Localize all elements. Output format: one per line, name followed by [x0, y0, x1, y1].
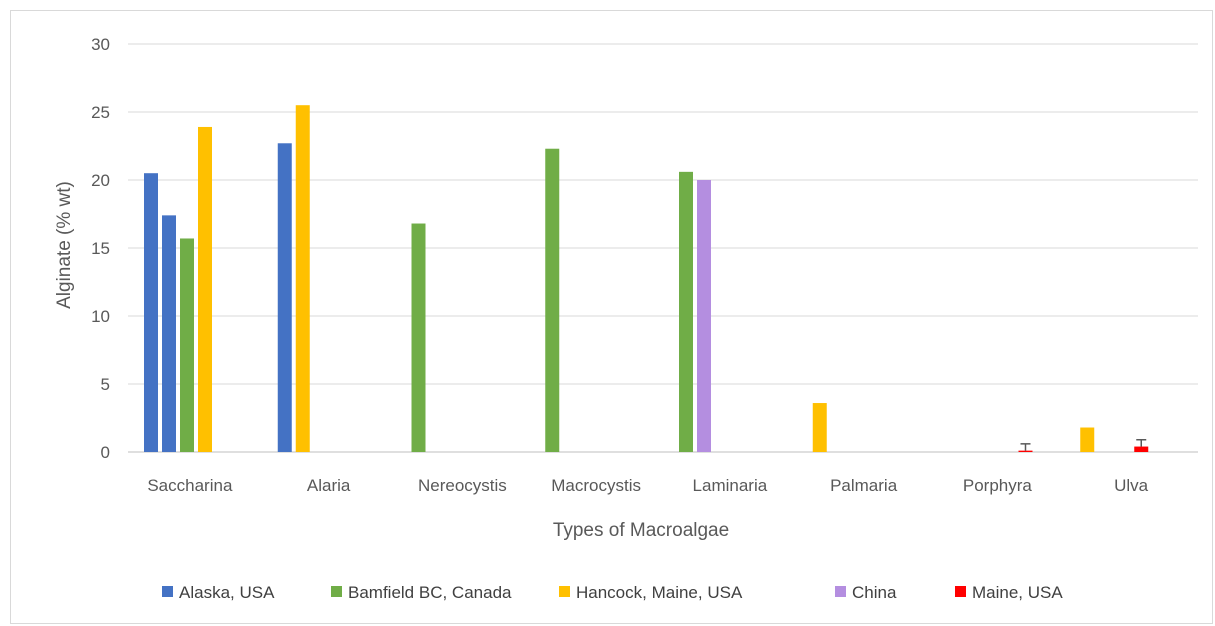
y-tick-label: 10 [91, 307, 110, 326]
legend-label: Maine, USA [972, 583, 1063, 602]
bar-saccharina-alaska-usa [144, 173, 158, 452]
bar-alaria-hancock-maine-usa [295, 105, 310, 452]
bar-laminaria-china [697, 180, 711, 452]
x-tick-label: Palmaria [830, 476, 898, 495]
y-tick-label: 5 [101, 375, 110, 394]
y-axis-tick-labels: 0 5 10 15 20 25 30 [91, 35, 110, 462]
bars [144, 105, 1149, 453]
x-tick-label: Laminaria [693, 476, 768, 495]
legend-swatch [559, 586, 570, 597]
bar-saccharina-bamfield-bc-canada [180, 238, 194, 452]
bar-nereocystis-bamfield-bc-canada [411, 223, 426, 452]
legend-swatch [835, 586, 846, 597]
legend-label: China [852, 583, 897, 602]
legend-swatch [162, 586, 173, 597]
bar-saccharina-hancock-maine-usa [198, 126, 212, 453]
x-tick-label: Macrocystis [551, 476, 641, 495]
bar-alaria-alaska-usa [277, 143, 292, 452]
bar-ulva-hancock-maine-usa [1080, 427, 1095, 452]
bar-macrocystis-bamfield-bc-canada [545, 148, 560, 452]
bar-palmaria-hancock-maine-usa [812, 403, 827, 452]
legend-swatch [955, 586, 966, 597]
bar-laminaria-bamfield-bc-canada [679, 171, 693, 452]
x-tick-label: Nereocystis [418, 476, 507, 495]
bar-ulva-maine-usa [1134, 446, 1149, 452]
x-tick-label: Porphyra [963, 476, 1033, 495]
y-tick-label: 20 [91, 171, 110, 190]
y-tick-label: 25 [91, 103, 110, 122]
y-tick-label: 0 [101, 443, 110, 462]
x-axis-tick-labels: Saccharina Alaria Nereocystis Macrocystis La… [147, 476, 1148, 495]
x-axis-title: Types of Macroalgae [553, 520, 729, 541]
legend-label: Bamfield BC, Canada [348, 583, 512, 602]
x-tick-label: Alaria [307, 476, 351, 495]
y-axis-title: Alginate (% wt) [54, 181, 75, 309]
legend-label: Alaska, USA [179, 583, 275, 602]
legend-swatch [331, 586, 342, 597]
bar-porphyra-maine-usa [1018, 450, 1033, 452]
x-tick-label: Saccharina [147, 476, 233, 495]
y-tick-label: 15 [91, 239, 110, 258]
bar-saccharina-alaska-usa [162, 215, 176, 452]
legend: Alaska, USA Bamfield BC, Canada Hancock, M… [162, 583, 1063, 602]
legend-label: Hancock, Maine, USA [576, 583, 743, 602]
x-tick-label: Ulva [1114, 476, 1149, 495]
y-tick-label: 30 [91, 35, 110, 54]
